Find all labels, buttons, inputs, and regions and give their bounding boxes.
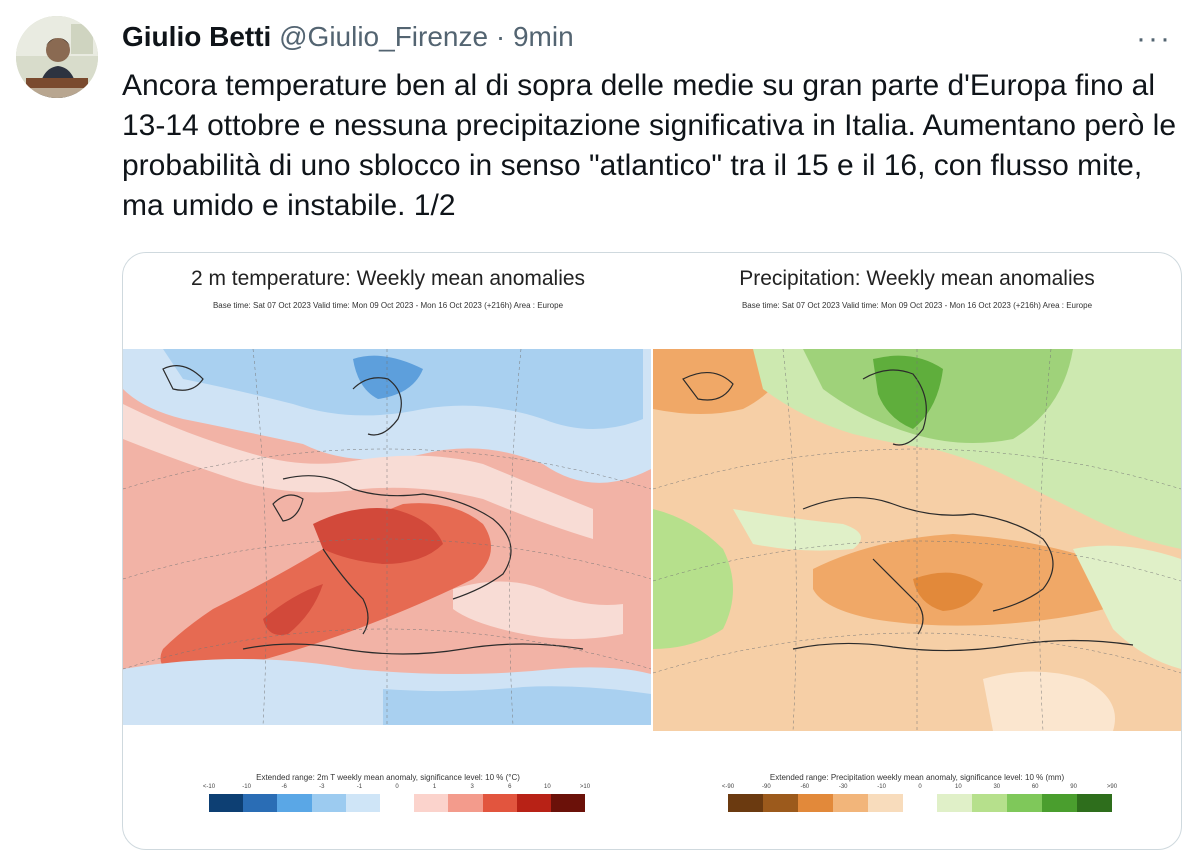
color-bar-segment xyxy=(832,794,868,812)
color-bar-segment xyxy=(937,794,973,812)
temperature-map-title: 2 m temperature: Weekly mean anomalies xyxy=(190,267,586,290)
temperature-scale-labels: <-10 -10 -6 -3 -1 0 1 3 6 10 >10 xyxy=(203,784,590,792)
color-bar-segment xyxy=(379,794,415,812)
color-bar-segment xyxy=(311,794,346,812)
precipitation-anomaly-map xyxy=(653,349,1181,731)
color-bar-segment xyxy=(414,794,449,812)
tweet-text: Ancora temperature ben al di sopra delle… xyxy=(122,69,1176,222)
precipitation-scale-label: <-90 xyxy=(721,784,735,790)
temperature-anomaly-map xyxy=(123,349,651,725)
header-separator: · xyxy=(488,21,513,52)
tweet-media-image[interactable]: 2 m temperature: Weekly mean anomalies B… xyxy=(122,252,1182,850)
precipitation-scale-label: 10 xyxy=(955,784,962,790)
temperature-panel: 2 m temperature: Weekly mean anomalies B… xyxy=(123,253,653,849)
color-bar-segment xyxy=(243,794,278,812)
tweet-timestamp[interactable]: 9min xyxy=(512,21,574,52)
color-bar-segment xyxy=(902,794,938,812)
precipitation-scale-label: -60 xyxy=(800,784,810,790)
precipitation-scale-label: 0 xyxy=(918,784,922,790)
author-handle[interactable]: @Giulio_Firenze xyxy=(279,21,489,52)
temperature-scale-label: 1 xyxy=(432,784,437,790)
temperature-scale-label: -3 xyxy=(319,784,325,790)
precipitation-scale-labels: <-90 -90 -60 -30 -10 0 10 30 60 90 >90 xyxy=(722,784,1117,792)
temperature-scale-label: -1 xyxy=(356,784,363,790)
precipitation-color-bar xyxy=(728,794,1112,812)
precipitation-panel: Precipitation: Weekly mean anomalies Bas… xyxy=(653,253,1181,849)
color-bar-segment xyxy=(482,794,517,812)
color-bar-segment xyxy=(1007,794,1043,812)
color-bar-segment xyxy=(1042,794,1078,812)
precipitation-map-subtitle: Base time: Sat 07 Oct 2023 Valid time: M… xyxy=(741,301,1093,310)
precipitation-scale-label: >90 xyxy=(1106,784,1118,790)
temperature-legend-title: Extended range: 2m T weekly mean anomaly… xyxy=(256,773,520,782)
temperature-scale-label: 6 xyxy=(508,784,512,790)
temperature-color-bar xyxy=(209,794,586,812)
precipitation-scale-label: 90 xyxy=(1070,784,1077,790)
color-bar-segment xyxy=(516,794,551,812)
precipitation-scale-label: -30 xyxy=(838,784,848,790)
temperature-scale-label: 10 xyxy=(544,784,551,790)
color-bar-segment xyxy=(972,794,1008,812)
color-bar-segment xyxy=(762,794,798,812)
precipitation-scale-label: -90 xyxy=(762,784,771,790)
temperature-scale-label: <-10 xyxy=(202,784,216,790)
precipitation-map-title: Precipitation: Weekly mean anomalies xyxy=(739,267,1095,290)
temperature-scale-label: 0 xyxy=(395,784,399,790)
temperature-map-subtitle: Base time: Sat 07 Oct 2023 Valid time: M… xyxy=(212,301,564,310)
color-bar-segment xyxy=(797,794,833,812)
temperature-scale-label: 3 xyxy=(470,784,474,790)
author-avatar[interactable] xyxy=(16,16,98,98)
color-bar-segment xyxy=(209,794,244,812)
precipitation-scale-label: 60 xyxy=(1031,784,1039,790)
precipitation-legend-title: Extended range: Precipitation weekly mea… xyxy=(769,773,1065,782)
color-bar-segment xyxy=(448,794,483,812)
precipitation-scale-label: 30 xyxy=(993,784,1001,790)
temperature-scale-label: -6 xyxy=(281,784,287,790)
temperature-scale-label: -10 xyxy=(242,784,251,790)
more-options-icon[interactable]: ··· xyxy=(1136,22,1172,55)
color-bar-segment xyxy=(550,794,586,812)
tweet-header: Giulio Betti @Giulio_Firenze · 9min xyxy=(122,20,574,54)
color-bar-segment xyxy=(728,794,763,812)
temperature-scale-label: >10 xyxy=(579,784,591,790)
author-name[interactable]: Giulio Betti xyxy=(122,21,272,52)
color-bar-segment xyxy=(867,794,903,812)
color-bar-segment xyxy=(345,794,380,812)
color-bar-segment xyxy=(277,794,312,812)
color-bar-segment xyxy=(1077,794,1112,812)
precipitation-scale-label: -10 xyxy=(877,784,886,790)
